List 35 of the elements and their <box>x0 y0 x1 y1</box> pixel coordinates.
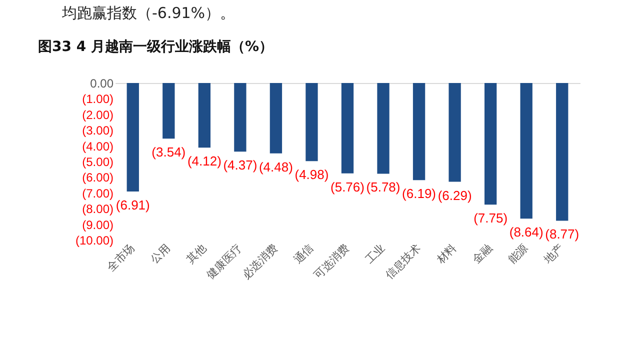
chart-title: 图33 4 月越南一级行业涨跌幅（%） <box>38 38 273 56</box>
data-label: (5.78) <box>366 180 400 195</box>
data-label: (4.48) <box>258 159 293 174</box>
y-tick-label: (4.00) <box>82 139 114 154</box>
x-tick-label: 工业 <box>362 242 388 266</box>
y-tick-label: (1.00) <box>82 92 114 106</box>
y-tick-label: (3.00) <box>82 124 114 138</box>
y-tick-label: (6.00) <box>82 170 114 185</box>
y-tick-label: (7.00) <box>82 186 114 200</box>
x-tick-label: 材料 <box>434 242 460 268</box>
x-tick-label: 通信 <box>291 242 316 266</box>
y-tick-label: (2.00) <box>82 108 114 122</box>
x-tick-label: 能源 <box>506 242 531 266</box>
x-tick-label: 地产 <box>540 242 566 268</box>
data-label: (4.12) <box>187 154 222 169</box>
data-label: (6.29) <box>438 188 472 203</box>
data-label: (4.37) <box>223 158 258 173</box>
data-label: (5.76) <box>330 179 364 194</box>
data-label: (6.91) <box>116 197 150 212</box>
data-label: (8.64) <box>509 224 544 240</box>
y-tick-label: (5.00) <box>82 155 114 169</box>
y-tick-label: (9.00) <box>82 218 114 232</box>
data-label: (6.19) <box>402 186 436 202</box>
text: 均跑赢指数（-6.91%）。 <box>62 4 236 23</box>
data-label: (8.77) <box>545 226 580 242</box>
data-label: (7.75) <box>474 210 508 226</box>
x-tick-label: 公用 <box>148 242 173 266</box>
data-label: (4.98) <box>294 167 329 182</box>
y-tick-label: (8.00) <box>82 202 114 216</box>
data-label: (3.54) <box>152 144 186 160</box>
x-tick-label: 其他 <box>184 242 209 266</box>
x-tick-label: 必选消费 <box>240 242 280 282</box>
y-tick-label: (10.00) <box>75 234 114 248</box>
y-tick-label: 0.00 <box>90 76 114 90</box>
x-tick-label: 金融 <box>470 242 495 266</box>
